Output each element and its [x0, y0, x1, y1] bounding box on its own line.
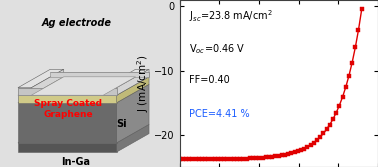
Polygon shape [18, 103, 117, 143]
Polygon shape [18, 124, 149, 143]
Polygon shape [117, 84, 149, 143]
Polygon shape [18, 88, 31, 95]
Polygon shape [18, 95, 117, 103]
Y-axis label: J (mA/cm$^2$): J (mA/cm$^2$) [136, 55, 152, 112]
Text: J$_{sc}$=23.8 mA/cm$^2$: J$_{sc}$=23.8 mA/cm$^2$ [189, 8, 273, 24]
Polygon shape [18, 88, 117, 95]
Polygon shape [18, 143, 117, 152]
Polygon shape [117, 77, 149, 103]
Polygon shape [117, 69, 149, 95]
Text: FF=0.40: FF=0.40 [189, 75, 230, 85]
Text: Spray Coated
Graphene: Spray Coated Graphene [34, 99, 102, 119]
Text: V$_{oc}$=0.46 V: V$_{oc}$=0.46 V [189, 42, 246, 56]
Polygon shape [18, 69, 64, 88]
Polygon shape [18, 84, 149, 103]
Polygon shape [31, 69, 64, 95]
Text: Si: Si [117, 119, 127, 129]
Polygon shape [103, 88, 117, 95]
Text: Ag electrode: Ag electrode [41, 18, 111, 28]
Polygon shape [117, 124, 149, 152]
Polygon shape [50, 72, 149, 77]
Polygon shape [31, 77, 136, 95]
Polygon shape [103, 69, 149, 88]
Text: PCE=4.41 %: PCE=4.41 % [189, 109, 250, 119]
Polygon shape [18, 77, 149, 95]
Text: In-Ga: In-Ga [61, 157, 90, 167]
